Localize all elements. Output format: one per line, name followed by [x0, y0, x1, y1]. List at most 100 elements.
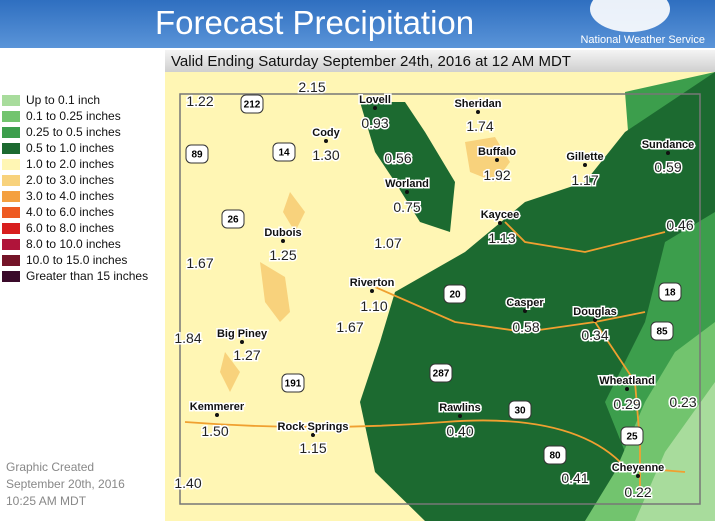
city-name: Kemmerer — [190, 401, 245, 413]
legend-label: 6.0 to 8.0 inches — [26, 221, 115, 235]
highway-shield — [443, 284, 467, 304]
city-value: 1.30 — [312, 147, 339, 163]
city-dot — [373, 106, 377, 110]
city-name: Dubois — [264, 227, 301, 239]
highway-number: 212 — [244, 100, 261, 111]
city-value: 0.34 — [581, 327, 608, 343]
highway-shield — [543, 445, 567, 465]
city-dot — [215, 413, 219, 417]
highway-shield — [240, 94, 264, 114]
city-dot — [405, 190, 409, 194]
orange-areas — [220, 137, 510, 392]
city-dot — [495, 158, 499, 162]
legend-swatch — [2, 270, 20, 282]
legend-label: 0.1 to 0.25 inches — [26, 109, 121, 123]
legend-swatch — [2, 206, 20, 218]
city-value: 1.74 — [466, 118, 493, 134]
highway-shield — [221, 209, 245, 229]
legend-label: 10.0 to 15.0 inches — [26, 253, 128, 267]
legend-label: 0.25 to 0.5 inches — [26, 125, 121, 139]
city-value: 1.27 — [233, 347, 260, 363]
highway-shield — [620, 426, 644, 446]
labels: 1.22 2.15 Lovell 0.93 Sheridan 1.74 Cody 1.30 0.… — [173, 78, 698, 502]
legend-label: 8.0 to 10.0 inches — [26, 237, 121, 251]
city-name: Cheyenne — [612, 462, 665, 474]
legend-swatch — [2, 158, 20, 170]
subtitle-bar: Valid Ending Saturday September 24th, 20… — [165, 50, 715, 72]
legend: Up to 0.1 inch 0.1 to 0.25 inches 0.25 to … — [2, 92, 148, 284]
city-value: 1.17 — [571, 172, 598, 188]
highway-number: 25 — [626, 432, 638, 443]
highway-number: 191 — [285, 379, 302, 390]
city-value: 0.75 — [393, 199, 420, 215]
legend-swatch — [2, 238, 20, 250]
legend-item: 10.0 to 15.0 inches — [2, 252, 148, 268]
highway-shield — [272, 142, 296, 162]
highway-number: 89 — [191, 150, 203, 161]
city-value: 1.25 — [269, 247, 296, 263]
map: 1.22 2.15 Lovell 0.93 Sheridan 1.74 Cody 1.30 0.… — [165, 72, 715, 521]
legend-label: 4.0 to 6.0 inches — [26, 205, 115, 219]
city-name: Casper — [506, 297, 544, 309]
state-border — [179, 93, 701, 505]
legend-swatch — [2, 222, 20, 234]
city-value: 1.10 — [360, 298, 387, 314]
legend-label: 3.0 to 4.0 inches — [26, 189, 115, 203]
city-dot — [636, 474, 640, 478]
city-name: Cody — [312, 127, 340, 139]
subtitle: Valid Ending Saturday September 24th, 20… — [171, 53, 571, 70]
legend-swatch — [2, 94, 20, 106]
created-line: September 20th, 2016 — [6, 477, 125, 491]
city-dot — [281, 239, 285, 243]
city-dot — [498, 221, 502, 225]
city-dot — [458, 414, 462, 418]
logo — [590, 0, 670, 32]
legend-item: 0.1 to 0.25 inches — [2, 108, 148, 124]
city-value: 0.41 — [561, 470, 588, 486]
city-dot — [324, 139, 328, 143]
legend-item: 2.0 to 3.0 inches — [2, 172, 148, 188]
city-value: 0.46 — [666, 217, 693, 233]
legend-item: Greater than 15 inches — [2, 268, 148, 284]
legend-item: Up to 0.1 inch — [2, 92, 148, 108]
highway-number: 18 — [664, 288, 676, 299]
city-name: Gillette — [566, 151, 603, 163]
legend-label: 0.5 to 1.0 inches — [26, 141, 115, 155]
green-areas — [360, 72, 715, 521]
city-dot — [583, 163, 587, 167]
legend-swatch — [2, 142, 20, 154]
city-dot — [593, 318, 597, 322]
highway-number: 26 — [227, 215, 239, 226]
highway-number: 30 — [514, 406, 526, 417]
legend-swatch — [2, 254, 20, 266]
city-dot — [476, 110, 480, 114]
highway-number: 80 — [549, 451, 561, 462]
city-value: 0.40 — [446, 423, 473, 439]
city-name: Worland — [385, 178, 429, 190]
city-value: 0.29 — [613, 396, 640, 412]
highway-number: 20 — [449, 290, 461, 301]
city-value: 0.56 — [384, 150, 411, 166]
legend-swatch — [2, 110, 20, 122]
roads — [184, 221, 686, 492]
city-value: 1.67 — [186, 255, 213, 271]
city-dot — [666, 151, 670, 155]
legend-item: 4.0 to 6.0 inches — [2, 204, 148, 220]
legend-label: Greater than 15 inches — [26, 269, 149, 283]
legend-label: 1.0 to 2.0 inches — [26, 157, 115, 171]
highway-shield — [658, 282, 682, 302]
city-name: Kaycee — [481, 209, 520, 221]
highway-shield — [650, 321, 674, 341]
city-value: 1.67 — [336, 319, 363, 335]
legend-item: 6.0 to 8.0 inches — [2, 220, 148, 236]
legend-item: 0.25 to 0.5 inches — [2, 124, 148, 140]
city-value: 1.50 — [201, 423, 228, 439]
created-line: Graphic Created — [6, 460, 95, 474]
highway-number: 287 — [433, 369, 450, 380]
city-name: Rawlins — [439, 402, 481, 414]
legend-item: 8.0 to 10.0 inches — [2, 236, 148, 252]
city-dot — [240, 340, 244, 344]
legend-swatch — [2, 190, 20, 202]
legend-item: 1.0 to 2.0 inches — [2, 156, 148, 172]
highway-shield — [281, 373, 305, 393]
